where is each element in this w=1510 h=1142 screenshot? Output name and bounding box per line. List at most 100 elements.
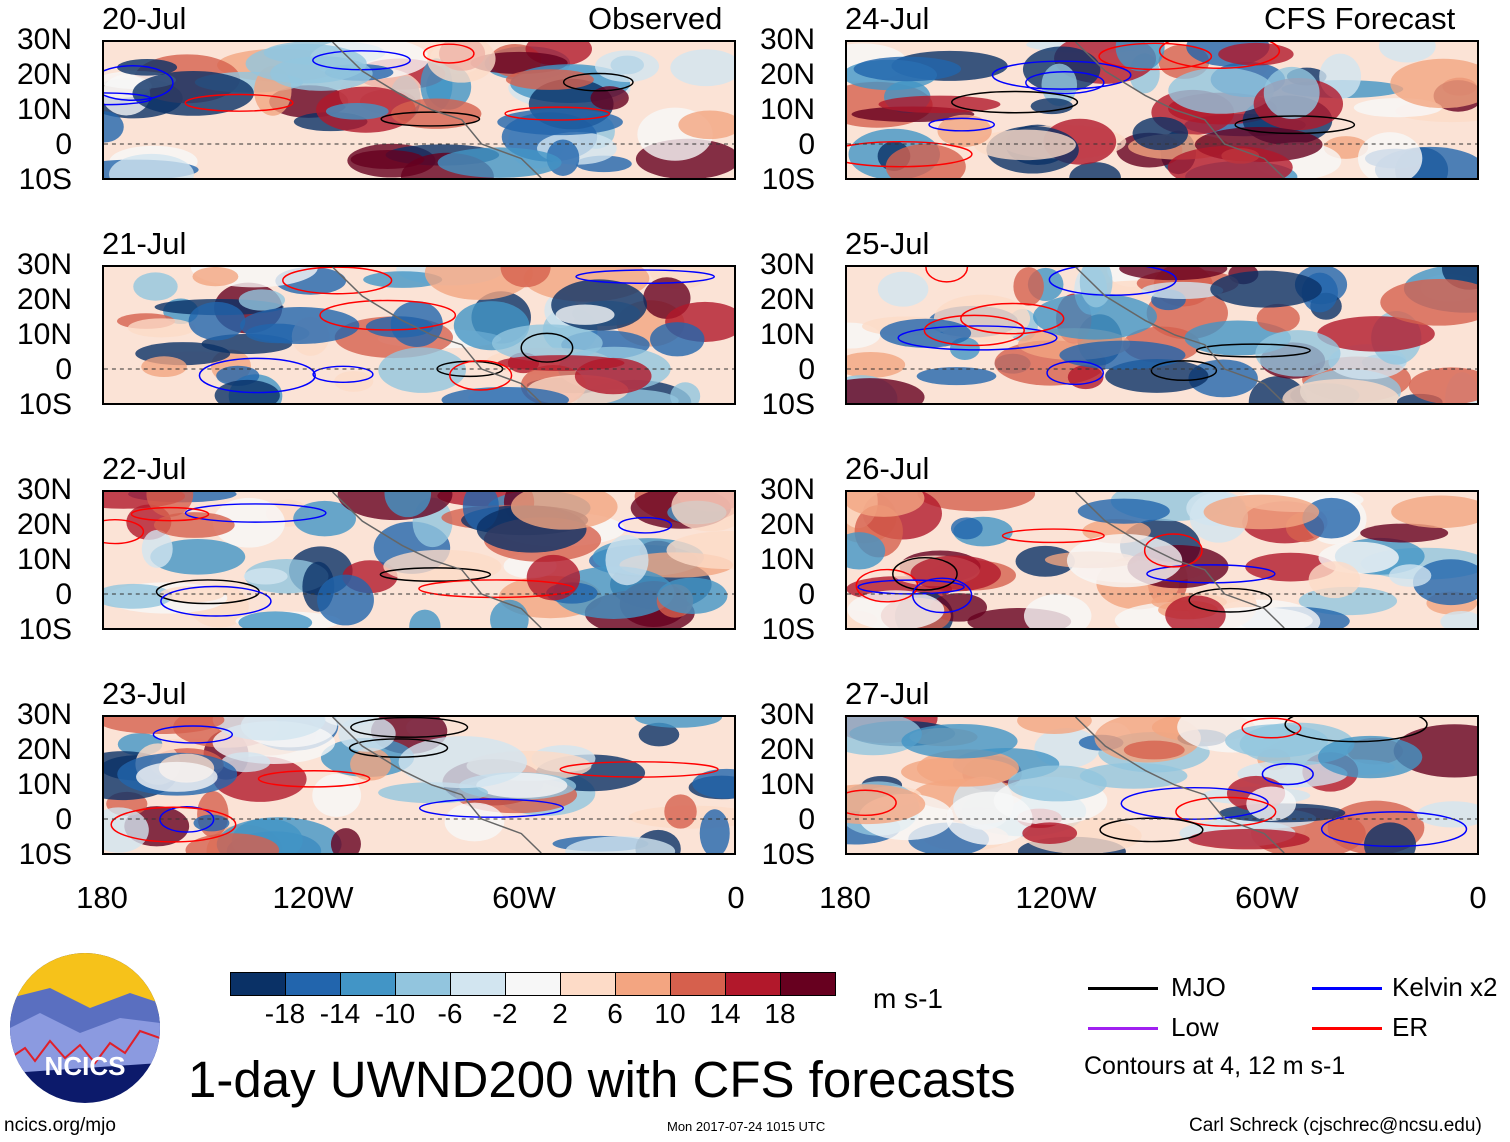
colorbar-swatch [396,973,451,995]
legend-line-er [1312,1027,1382,1030]
figure-title: 1-day UWND200 with CFS forecasts [188,1051,1016,1108]
map-panel-right-2 [845,265,1479,405]
colorbar-swatch [671,973,726,995]
legend-line-low [1088,1027,1158,1030]
panel-date: 21-Jul [102,226,187,261]
y-tick: 10S [761,388,815,421]
x-tick: 180 [76,880,128,915]
legend-line-mjo [1088,987,1158,990]
y-tick: 30N [759,23,815,56]
x-tick: 0 [727,880,745,915]
y-tick: 10S [761,163,815,196]
y-tick: 10N [16,93,72,126]
y-tick: 10N [759,768,815,801]
colorbar-swatch [781,973,835,995]
colorbar-swatch [231,973,286,995]
y-tick: 0 [798,803,815,836]
map-panel-left-1 [102,40,736,180]
legend-kelvin: Kelvin x2 [1392,972,1498,1002]
legend-mjo: MJO [1171,972,1226,1002]
y-tick: 10S [18,838,72,871]
legend-low: Low [1171,1012,1219,1042]
y-tick: 30N [759,698,815,731]
y-tick: 0 [55,803,72,836]
y-tick: 10S [761,613,815,646]
colorbar-swatch [726,973,781,995]
panel-date: 27-Jul [845,676,930,711]
y-tick: 10N [759,318,815,351]
footer-author: Carl Schreck (cjschrec@ncsu.edu) [1189,1115,1482,1136]
colorbar-label: -6 [437,998,463,1029]
y-tick: 0 [55,128,72,161]
colorbar-label: 10 [654,998,686,1029]
colorbar-label: -10 [374,998,416,1029]
y-tick: 20N [16,58,72,91]
colorbar-label: 2 [552,998,568,1029]
y-tick: 30N [759,248,815,281]
y-tick: 20N [759,733,815,766]
panel-date: 25-Jul [845,226,930,261]
x-tick: 60W [1235,880,1299,915]
map-panel-left-3 [102,490,736,630]
y-tick: 0 [798,353,815,386]
y-tick: 30N [759,473,815,506]
colorbar-swatch [561,973,616,995]
map-panel-right-1 [845,40,1479,180]
y-tick: 20N [759,283,815,316]
y-tick: 0 [55,353,72,386]
panel-date: 20-Jul [102,1,187,36]
footer-url[interactable]: ncics.org/mjo [4,1115,116,1136]
colorbar [230,972,836,996]
y-tick: 10S [18,388,72,421]
y-tick: 10N [16,768,72,801]
y-tick: 0 [55,578,72,611]
map-panel-right-4 [845,715,1479,855]
panel-date: 26-Jul [845,451,930,486]
colorbar-label: -2 [492,998,518,1029]
y-tick: 20N [759,508,815,541]
y-tick: 10S [18,613,72,646]
colorbar-label: 6 [607,998,623,1029]
y-tick: 20N [759,58,815,91]
y-tick: 20N [16,733,72,766]
y-tick: 10S [18,163,72,196]
y-tick: 0 [798,578,815,611]
panel-date: 24-Jul [845,1,930,36]
y-tick: 10S [761,838,815,871]
y-tick: 30N [16,248,72,281]
colorbar-label: -18 [264,998,306,1029]
logo-text: NCICS [45,1051,126,1081]
colorbar-label: -14 [319,998,361,1029]
colorbar-swatch [451,973,506,995]
colorbar-swatch [341,973,396,995]
cfs-forecast-label: CFS Forecast [1264,1,1456,36]
colorbar-swatch [616,973,671,995]
legend-er: ER [1392,1012,1429,1042]
panel-date: 22-Jul [102,451,187,486]
colorbar-label: 14 [709,998,741,1029]
observed-label: Observed [588,1,723,36]
x-tick: 120W [272,880,354,915]
map-panel-right-3 [845,490,1479,630]
y-tick: 30N [16,473,72,506]
y-tick: 20N [16,508,72,541]
y-tick: 10N [16,318,72,351]
y-tick: 20N [16,283,72,316]
map-panel-left-4 [102,715,736,855]
map-panel-left-2 [102,265,736,405]
x-tick: 0 [1469,880,1487,915]
colorbar-swatch [286,973,341,995]
colorbar-swatch [506,973,561,995]
x-tick: 60W [492,880,556,915]
y-tick: 0 [798,128,815,161]
y-tick: 30N [16,23,72,56]
y-tick: 30N [16,698,72,731]
x-tick: 120W [1015,880,1097,915]
y-tick: 10N [759,543,815,576]
colorbar-units: m s-1 [873,983,943,1014]
footer-timestamp: Mon 2017-07-24 1015 UTC [667,1119,826,1134]
ncics-logo: NCICS [10,953,160,1103]
legend-line-kelvin [1312,987,1382,990]
colorbar-label: 18 [764,998,796,1029]
contour-note: Contours at 4, 12 m s-1 [1084,1052,1346,1080]
